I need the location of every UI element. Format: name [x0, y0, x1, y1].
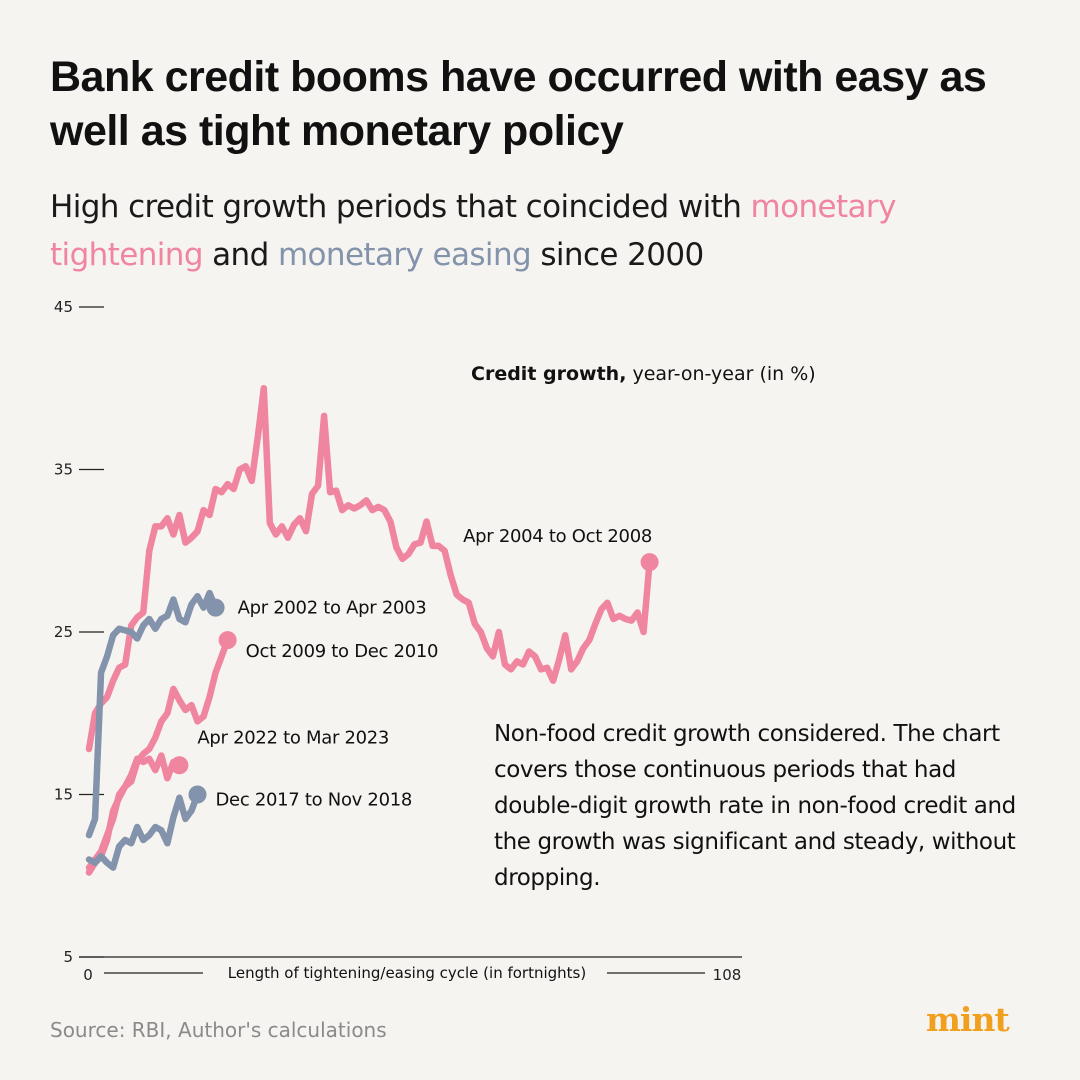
series-end-label: Apr 2002 to Apr 2003 [238, 598, 427, 619]
y-tick-label: 45 [54, 298, 73, 316]
chart-note: Non-food credit growth considered. The c… [494, 721, 1016, 891]
series-layer [85, 385, 659, 876]
chart-subtitle: High credit growth periods that coincide… [50, 183, 1010, 279]
series-line-1 [85, 589, 219, 839]
subtitle-part-1: monetary tightening [50, 189, 896, 273]
series-end-marker [218, 631, 237, 650]
y-tick-label: 25 [54, 623, 73, 641]
legend-title: Credit growth, year-on-year (in %) [471, 363, 816, 385]
series-end-label: Oct 2009 to Dec 2010 [246, 641, 439, 662]
legend-title-bold: Credit growth, [471, 363, 626, 385]
x-axis-label: Length of tightening/easing cycle (in fo… [228, 964, 586, 982]
x-tick-label: 108 [713, 966, 742, 984]
x-tick-label: 0 [83, 966, 93, 984]
label-layer: Apr 2004 to Oct 2008 Apr 2002 to Apr 2003… [197, 526, 652, 810]
series-end-label: Dec 2017 to Nov 2018 [216, 790, 413, 811]
series-line-0 [85, 385, 653, 753]
source-line: Source: RBI, Author's calculations [50, 1018, 387, 1042]
y-tick-label: 35 [54, 461, 73, 479]
series-end-marker [170, 756, 189, 775]
subtitle-part-3: monetary easing [277, 237, 532, 273]
series-end-marker [188, 785, 207, 804]
subtitle-part-4: since 2000 [531, 237, 704, 273]
y-tick-label: 5 [63, 948, 73, 966]
mint-logo: mint [926, 1000, 1010, 1039]
series-end-marker [206, 598, 225, 617]
subtitle-part-0: High credit growth periods that coincide… [50, 189, 751, 225]
axis-layer: 5 15 25 35 45 0 108 Length of tightening/easing… [54, 298, 742, 984]
series-end-marker [640, 553, 659, 572]
chart-title: Bank credit booms have occurred with eas… [50, 53, 987, 155]
series-end-label: Apr 2022 to Mar 2023 [197, 727, 389, 748]
subtitle-part-2: and [202, 237, 278, 273]
series-line-4 [85, 791, 201, 871]
legend-title-rest: year-on-year (in %) [626, 363, 815, 385]
y-tick-label: 15 [54, 786, 73, 804]
series-line-3 [85, 752, 183, 871]
series-end-label: Apr 2004 to Oct 2008 [463, 526, 652, 547]
